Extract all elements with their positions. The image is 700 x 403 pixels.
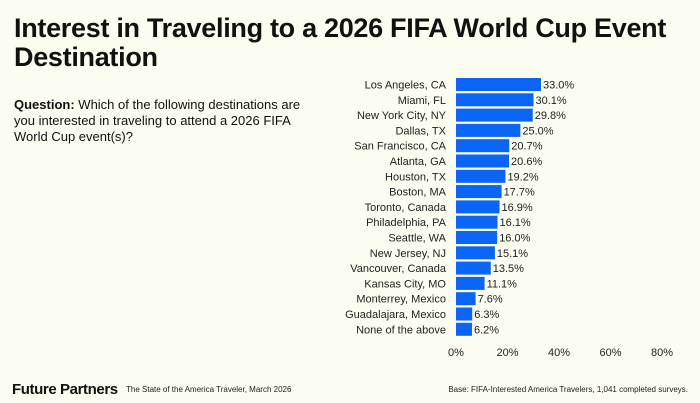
bar	[456, 231, 498, 244]
category-label: Boston, MA	[389, 187, 447, 199]
x-tick-label: 80%	[651, 347, 673, 359]
data-label: 30.1%	[536, 95, 567, 107]
category-label: San Francisco, CA	[354, 141, 446, 153]
source-note: The State of the America Traveler, March…	[126, 385, 292, 394]
data-label: 7.6%	[478, 294, 503, 306]
data-label: 16.0%	[499, 233, 530, 245]
category-label: New Jersey, NJ	[370, 248, 446, 260]
category-label: Miami, FL	[398, 95, 446, 107]
category-label: Monterrey, Mexico	[356, 294, 446, 306]
data-label: 20.6%	[511, 156, 542, 168]
category-label: Houston, TX	[385, 171, 447, 183]
category-label: Guadalajara, Mexico	[345, 309, 446, 321]
data-label: 11.1%	[487, 278, 518, 290]
bar	[456, 261, 491, 275]
data-label: 13.5%	[493, 263, 524, 275]
category-label: Philadelphia, PA	[366, 217, 447, 229]
bar	[456, 169, 506, 183]
base-note: Base: FIFA-Interested America Travelers,…	[448, 385, 688, 394]
category-label: Kansas City, MO	[364, 278, 446, 290]
brand-logo: Future Partners	[12, 381, 118, 398]
bar	[456, 307, 473, 321]
data-label: 17.7%	[504, 187, 535, 199]
category-label: None of the above	[356, 324, 446, 336]
category-label: Seattle, WA	[388, 233, 446, 245]
category-label: New York City, NY	[357, 110, 447, 122]
data-label: 16.9%	[502, 202, 533, 214]
bar	[456, 185, 502, 199]
chart-title: Interest in Traveling to a 2026 FIFA Wor…	[14, 13, 667, 72]
data-label: 15.1%	[497, 248, 528, 260]
bar	[456, 322, 472, 336]
data-label: 20.7%	[511, 141, 542, 153]
data-label: 29.8%	[535, 110, 566, 122]
x-tick-label: 0%	[448, 347, 464, 359]
data-label: 6.3%	[474, 309, 499, 321]
category-label: Dallas, TX	[395, 125, 446, 137]
bar	[456, 246, 495, 260]
bar	[456, 276, 485, 290]
x-tick-label: 60%	[599, 347, 621, 359]
question-body: Which of the following destinations are …	[14, 97, 301, 144]
data-label: 25.0%	[522, 125, 553, 137]
bar	[456, 292, 476, 306]
bar	[456, 200, 500, 214]
bar	[456, 108, 533, 122]
bar	[456, 154, 510, 168]
bar	[456, 215, 498, 229]
bar	[456, 93, 534, 107]
data-label: 33.0%	[543, 80, 574, 92]
x-tick-label: 20%	[496, 347, 518, 359]
x-tick-label: 40%	[548, 347, 570, 359]
data-label: 19.2%	[507, 171, 538, 183]
category-label: Atlanta, GA	[390, 156, 447, 168]
category-label: Vancouver, Canada	[350, 263, 447, 275]
category-label: Los Angeles, CA	[365, 80, 447, 92]
question-label: Question:	[14, 97, 75, 112]
bar	[456, 139, 510, 153]
bar	[456, 78, 541, 91]
question-text: Question: Which of the following destina…	[14, 97, 304, 145]
bar	[456, 123, 521, 137]
category-label: Toronto, Canada	[365, 202, 447, 214]
data-label: 16.1%	[499, 217, 530, 229]
data-label: 6.2%	[474, 324, 499, 336]
